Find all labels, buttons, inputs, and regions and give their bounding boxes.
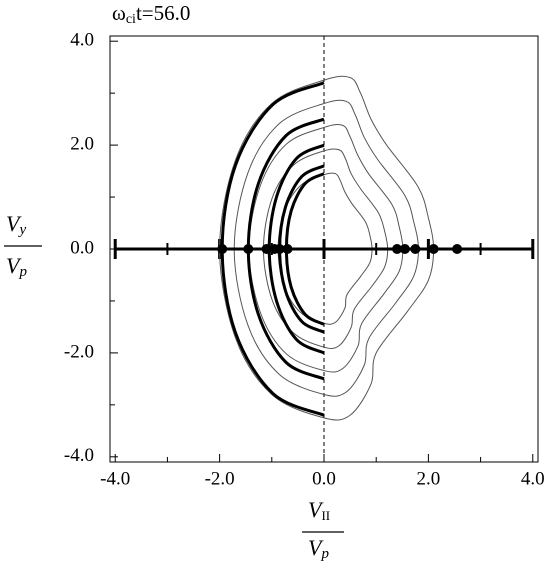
x-den-main: V: [308, 535, 324, 560]
y-num-sub: y: [17, 222, 26, 238]
x-label: VII Vp: [302, 497, 344, 562]
point: [274, 244, 285, 254]
point: [392, 244, 403, 254]
y-tick-label: -4.0: [64, 445, 94, 466]
point: [399, 244, 410, 254]
y-tick-label: 2.0: [70, 133, 94, 154]
x-label-numerator: VII: [308, 497, 330, 523]
x-num-main: V: [308, 497, 324, 522]
x-den-sub: p: [320, 546, 329, 562]
title-subscript: ci: [126, 12, 136, 27]
x-num-sub: II: [321, 508, 330, 523]
y-tick-label: 4.0: [70, 30, 94, 51]
chart-title: ωcit=56.0: [112, 1, 190, 27]
y-label-numerator: Vy: [6, 211, 26, 238]
title-rest: t=56.0: [136, 1, 190, 25]
x-tick-label: 0.0: [312, 468, 336, 489]
x-tick-label: -4.0: [100, 468, 130, 489]
point: [217, 244, 228, 254]
point: [282, 244, 293, 254]
y-label-denominator: Vp: [6, 253, 27, 280]
point: [410, 244, 421, 254]
point: [452, 244, 463, 254]
point: [428, 244, 439, 254]
y-tick-label: 0.0: [70, 237, 94, 258]
contour-line: [262, 148, 389, 349]
x-tick-label: 2.0: [417, 468, 441, 489]
title-symbol: ω: [112, 1, 126, 25]
point: [261, 244, 272, 254]
point: [243, 244, 254, 254]
y-num-main: V: [6, 211, 22, 236]
y-den-sub: p: [18, 264, 27, 280]
y-tick-label: -2.0: [64, 341, 94, 362]
x-tick-label: 4.0: [521, 468, 545, 489]
y-label: Vy Vp: [4, 211, 42, 280]
x-label-denominator: Vp: [308, 535, 329, 562]
x-tick-label: -2.0: [205, 468, 235, 489]
y-den-main: V: [6, 253, 22, 278]
